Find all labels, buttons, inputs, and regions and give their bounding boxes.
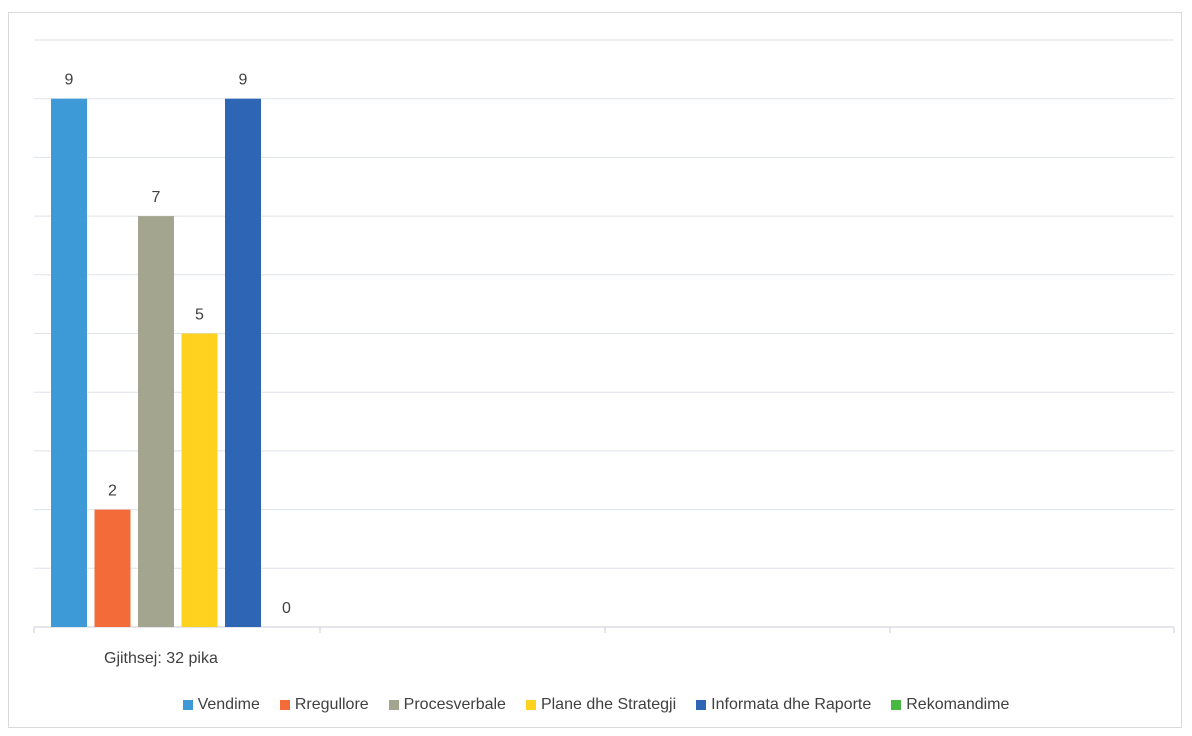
legend-item: Rekomandime (891, 696, 1009, 714)
chart-frame (8, 12, 1182, 728)
data-label: 9 (65, 72, 74, 89)
legend-item: Vendime (182, 696, 260, 714)
bars-group (51, 98, 261, 627)
data-label: 5 (195, 307, 204, 324)
data-label: 9 (239, 72, 248, 89)
legend-item: Procesverbale (388, 696, 506, 714)
legend-label: Vendime (197, 696, 260, 713)
legend-swatch (388, 700, 399, 710)
legend-item: Informata dhe Raporte (696, 696, 871, 714)
gridlines (33, 39, 1175, 633)
bar-vendime (51, 98, 87, 627)
bar-plane-dhe-strategji (181, 333, 218, 627)
data-label: 7 (152, 189, 161, 206)
legend-swatch (525, 700, 536, 710)
legend-swatch (279, 700, 290, 710)
bar-procesverbale (138, 216, 174, 627)
total-annotation: Gjithsej: 32 pika (104, 650, 218, 667)
data-labels-group: 9 2 7 5 9 0 (65, 72, 292, 617)
bar-rregullore (94, 509, 131, 627)
legend-swatch (891, 700, 902, 710)
legend-label: Plane dhe Strategji (540, 696, 677, 713)
legend-label: Rekomandime (906, 696, 1010, 713)
legend-item: Plane dhe Strategji (525, 696, 677, 714)
legend-label: Rregullore (294, 696, 369, 713)
bar-informata-dhe-raporte (225, 98, 261, 627)
legend-swatch (182, 700, 193, 710)
legend-label: Informata dhe Raporte (711, 696, 872, 713)
legend-label: Procesverbale (403, 696, 506, 713)
legend-item: Rregullore (279, 696, 369, 714)
legend-swatch (696, 700, 707, 710)
legend: Vendime Rregullore Procesverbale Plane dhe … (0, 696, 1192, 714)
data-label: 2 (108, 483, 117, 500)
data-label: 0 (282, 600, 291, 617)
